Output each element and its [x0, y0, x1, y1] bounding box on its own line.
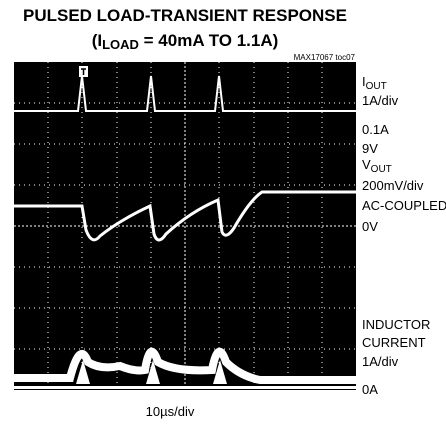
- vout-label: VOUT: [362, 157, 392, 175]
- iout-label: IOUT: [362, 74, 387, 92]
- title-part: (I: [92, 31, 102, 50]
- vout-scale: 200mV/div: [362, 178, 424, 193]
- figure-id: MAX17067 toc07: [294, 53, 356, 62]
- inductor-label-2: CURRENT: [362, 335, 426, 350]
- timebase: 10µs/div: [146, 404, 195, 419]
- vout-coupling: AC-COUPLED: [362, 198, 446, 213]
- inductor-scale: 1A/div: [362, 354, 399, 369]
- title-line-1: PULSED LOAD-TRANSIENT RESPONSE: [23, 6, 347, 25]
- inductor-offset: 0A: [362, 382, 378, 397]
- title-subscript: LOAD: [102, 37, 139, 52]
- iout-scale: 1A/div: [362, 93, 399, 108]
- vin-label: 9V: [362, 141, 378, 156]
- label-subscript: OUT: [371, 164, 392, 175]
- iout-offset: 0.1A: [362, 122, 389, 137]
- title-line-2: (ILOAD = 40mA TO 1.1A): [92, 31, 279, 52]
- trigger-marker: [79, 66, 88, 77]
- title-part: = 40mA TO 1.1A): [139, 31, 278, 50]
- vout-offset: 0V: [362, 219, 378, 234]
- inductor-label-1: INDUCTOR: [362, 317, 430, 332]
- scope-figure: PULSED LOAD-TRANSIENT RESPONSE (ILOAD = …: [0, 0, 446, 430]
- label-part: V: [362, 157, 371, 172]
- label-subscript: OUT: [366, 81, 387, 92]
